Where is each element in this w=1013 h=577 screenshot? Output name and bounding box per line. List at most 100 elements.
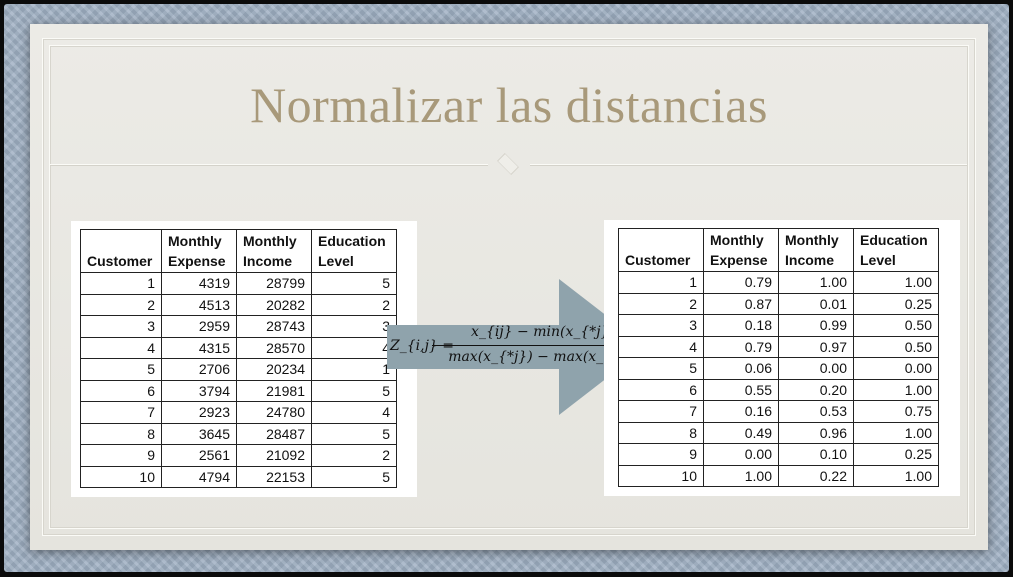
table-row: 7 2923 24780 4: [80, 401, 397, 424]
table-row: 8 3645 28487 5: [80, 422, 397, 445]
table-cell: 9: [618, 443, 704, 466]
table-row: 7 0.16 0.53 0.75: [618, 400, 939, 423]
table-cell: 6: [80, 379, 162, 402]
table-cell: 0.25: [853, 443, 939, 466]
formula-denominator: max(x_{*j}) − max(x_{*j}): [448, 349, 638, 365]
table-cell: 2: [311, 444, 397, 467]
table-cell: 3645: [161, 422, 237, 445]
raw-data-table: Customer Monthly Expense Monthly Income …: [80, 229, 397, 488]
table-cell: 0.49: [703, 421, 779, 444]
table-cell: 5: [618, 357, 704, 380]
table-cell: 1.00: [853, 464, 939, 487]
table-cell: 1.00: [853, 271, 939, 294]
normalized-table-panel: Customer Monthly Expense Monthly Income …: [604, 220, 960, 496]
table-cell: 0.75: [853, 400, 939, 423]
table-row: 9 2561 21092 2: [80, 444, 397, 467]
table-cell: 1.00: [853, 378, 939, 401]
table-row: 4 0.79 0.97 0.50: [618, 335, 939, 358]
table-cell: 4315: [161, 336, 237, 359]
header-customer: Customer: [80, 229, 162, 273]
table-row: 1 4319 28799 5: [80, 272, 397, 295]
slide-border-outer: [42, 38, 976, 536]
table-cell: 2: [80, 293, 162, 316]
header-monthly-expense: Monthly Expense: [161, 229, 237, 273]
table-cell: 0.20: [778, 378, 854, 401]
table-row: 3 2959 28743 3: [80, 315, 397, 338]
table-row: 10 4794 22153 5: [80, 465, 397, 488]
table-row: 4 4315 28570 4: [80, 336, 397, 359]
normalized-table-body: 1 0.79 1.00 1.00 2 0.87 0.01 0.25 3 0.18 0.99 0.50 4…: [618, 271, 939, 487]
table-cell: 4: [311, 401, 397, 424]
formula-numerator: x_{ij} − min(x_{*j}): [471, 324, 615, 340]
table-row: 8 0.49 0.96 1.00: [618, 421, 939, 444]
table-cell: 2923: [161, 401, 237, 424]
table-cell: 9: [80, 444, 162, 467]
table-cell: 3: [80, 315, 162, 338]
slide-title: Normalizar las distancias: [250, 77, 768, 133]
table-cell: 10: [618, 464, 704, 487]
table-cell: 3794: [161, 379, 237, 402]
header-monthly-income: Monthly Income: [236, 229, 312, 273]
table-row: 1 0.79 1.00 1.00: [618, 271, 939, 294]
table-row: 2 0.87 0.01 0.25: [618, 292, 939, 315]
table-cell: 8: [80, 422, 162, 445]
table-header-row: Customer Monthly Expense Monthly Income …: [80, 229, 397, 273]
normalized-table: Customer Monthly Expense Monthly Income …: [618, 228, 939, 487]
table-cell: 21092: [236, 444, 312, 467]
table-cell: 0.00: [778, 357, 854, 380]
table-cell: 0.87: [703, 292, 779, 315]
table-row: 10 1.00 0.22 1.00: [618, 464, 939, 487]
table-cell: 0.53: [778, 400, 854, 423]
table-cell: 28570: [236, 336, 312, 359]
header-education-level: Education Level: [853, 228, 939, 272]
table-cell: 0.50: [853, 335, 939, 358]
table-row: 2 4513 20282 2: [80, 293, 397, 316]
table-cell: 1.00: [703, 464, 779, 487]
table-cell: 1: [80, 272, 162, 295]
table-cell: 4319: [161, 272, 237, 295]
table-cell: 0.18: [703, 314, 779, 337]
table-cell: 3: [311, 315, 397, 338]
raw-table-body: 1 4319 28799 5 2 4513 20282 2 3 2959 28743 3 4 4315 28…: [80, 272, 397, 488]
table-cell: 0.01: [778, 292, 854, 315]
slide-border-inner: [49, 45, 969, 529]
table-cell: 0.96: [778, 421, 854, 444]
title-separator-left: [50, 164, 488, 166]
table-cell: 28743: [236, 315, 312, 338]
table-cell: 1.00: [853, 421, 939, 444]
table-row: 5 2706 20234 1: [80, 358, 397, 381]
table-cell: 20282: [236, 293, 312, 316]
table-cell: 28799: [236, 272, 312, 295]
raw-data-table-panel: Customer Monthly Expense Monthly Income …: [71, 221, 417, 497]
table-cell: 0.79: [703, 335, 779, 358]
table-row: 3 0.18 0.99 0.50: [618, 314, 939, 337]
slide: Normalizar las distancias Customer Month…: [30, 24, 988, 550]
table-cell: 28487: [236, 422, 312, 445]
table-cell: 0.50: [853, 314, 939, 337]
table-cell: 4794: [161, 465, 237, 488]
table-cell: 24780: [236, 401, 312, 424]
table-cell: 1.00: [778, 271, 854, 294]
formula-fraction-line: [432, 345, 654, 346]
table-cell: 20234: [236, 358, 312, 381]
table-cell: 0.97: [778, 335, 854, 358]
formula-lhs: Z_{i,j} =: [390, 338, 454, 354]
table-cell: 1: [311, 358, 397, 381]
header-education-level: Education Level: [311, 229, 397, 273]
table-row: 5 0.06 0.00 0.00: [618, 357, 939, 380]
header-monthly-income: Monthly Income: [778, 228, 854, 272]
table-cell: 1: [618, 271, 704, 294]
table-cell: 2706: [161, 358, 237, 381]
table-cell: 2: [618, 292, 704, 315]
header-customer: Customer: [618, 228, 704, 272]
table-cell: 2: [311, 293, 397, 316]
slide-frame: Normalizar las distancias Customer Month…: [4, 4, 1009, 572]
normalization-formula: Z_{i,j} = x_{ij} − min(x_{*j}) max(x_{*j…: [388, 320, 658, 376]
table-cell: 5: [311, 465, 397, 488]
table-cell: 21981: [236, 379, 312, 402]
table-row: 6 3794 21981 5: [80, 379, 397, 402]
table-cell: 0.10: [778, 443, 854, 466]
arrow-right-icon: [387, 279, 647, 415]
table-cell: 8: [618, 421, 704, 444]
table-cell: 7: [80, 401, 162, 424]
